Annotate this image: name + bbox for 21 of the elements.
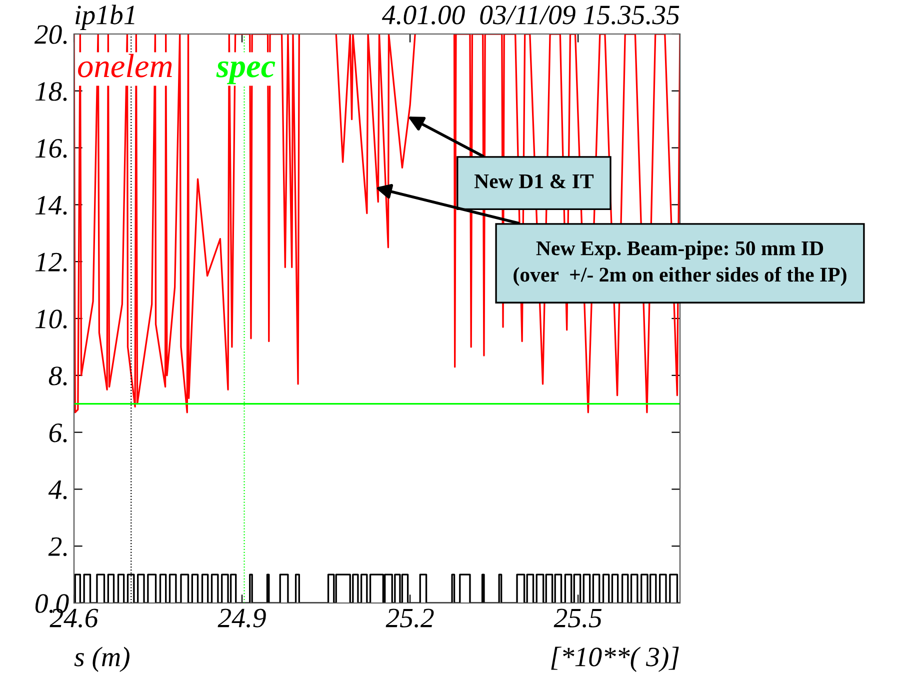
- series-label: onelem: [78, 54, 172, 78]
- y-tick-label: 14.: [35, 196, 67, 215]
- chart-title: ip1b1: [76, 4, 134, 30]
- x-tick-label: 24.9: [218, 608, 266, 628]
- y-tick-label: 18.: [35, 82, 67, 101]
- annotation: New Exp. Beam-pipe: 50 mm ID (over +/- 2m on either sides of the IP): [514, 240, 846, 286]
- y-tick-label: 8.: [48, 366, 67, 386]
- annotation: New D1 & IT: [474, 174, 594, 188]
- y-tick-label: 6.: [49, 424, 67, 442]
- y-tick-label: 20.: [34, 25, 67, 44]
- y-tick-label: 16.: [35, 139, 67, 158]
- chart-subtitle: 4.01.00 03/11/09 15.35.35: [382, 6, 680, 24]
- x-tick-label: 25.2: [386, 608, 434, 628]
- text: spec: [216, 61, 276, 84]
- y-tick-label: 2.: [48, 537, 67, 556]
- x-axis-title: s (m): [74, 646, 130, 672]
- y-tick-label: 12.: [35, 252, 67, 272]
- text: [*10**( 3)]: [551, 646, 679, 672]
- y-tick-label: 10.: [35, 310, 67, 329]
- y-tick-label: 4.: [48, 480, 67, 500]
- x-tick-label: 25.5: [554, 608, 602, 628]
